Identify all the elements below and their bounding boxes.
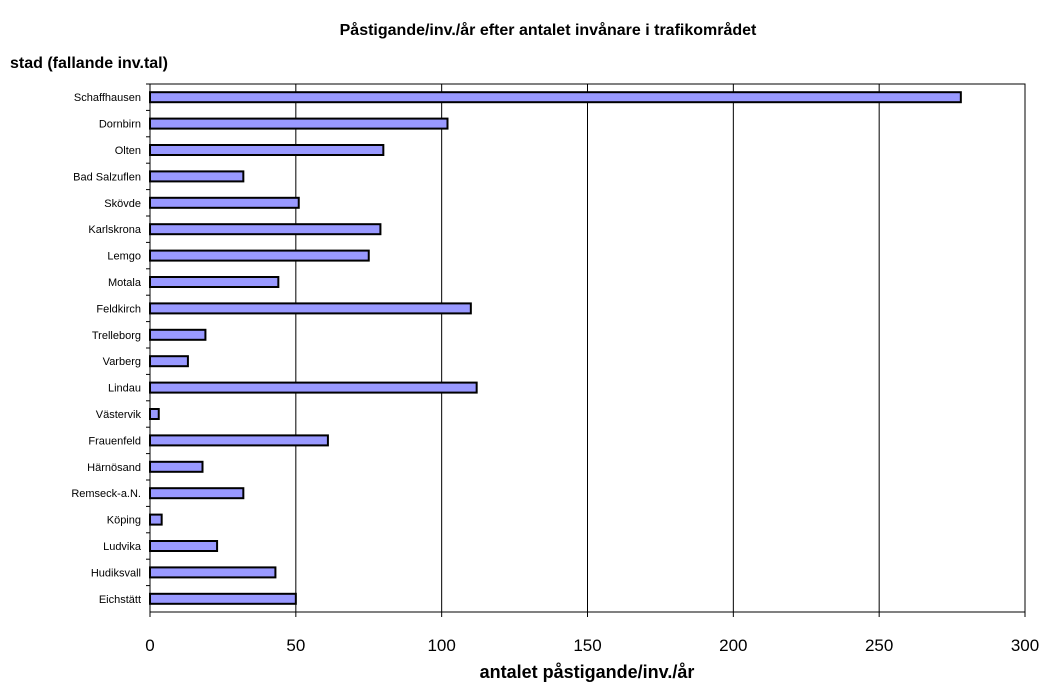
bar: [149, 513, 163, 526]
category-label: Motala: [108, 277, 142, 289]
bar: [149, 355, 189, 368]
category-label: Trelleborg: [92, 330, 141, 342]
category-label: Västervik: [96, 409, 142, 421]
bar: [149, 302, 472, 315]
category-labels: Schaffhausen Dornbirn Olten Bad Salzuflen Sk…: [71, 83, 150, 606]
bar: [149, 276, 280, 288]
category-label: Olten: [115, 145, 141, 157]
x-tick-label: 300: [1011, 636, 1039, 655]
bars: [149, 91, 962, 605]
bar: [149, 408, 160, 420]
bar: [149, 249, 370, 262]
bar: [149, 566, 277, 579]
bar: [149, 592, 297, 605]
bar: [149, 144, 385, 156]
bar: [149, 434, 329, 447]
category-label: Remseck-a.N.: [71, 488, 141, 500]
category-label: Feldkirch: [96, 303, 141, 315]
category-label: Frauenfeld: [88, 435, 141, 447]
bar: [149, 540, 219, 552]
bar: [149, 460, 204, 473]
category-label: Köping: [107, 515, 141, 527]
category-label: Lemgo: [107, 251, 141, 263]
category-label: Schaffhausen: [74, 92, 141, 104]
category-label: Varberg: [103, 356, 141, 368]
bar: [149, 196, 300, 209]
bar: [149, 487, 245, 500]
category-label: Ludvika: [103, 541, 142, 553]
category-label: Karlskrona: [88, 224, 141, 236]
category-label: Eichstätt: [99, 594, 141, 606]
y-axis-title: stad (fallande inv.tal): [10, 55, 168, 72]
category-label: Lindau: [108, 383, 141, 395]
x-axis-title: antalet påstigande/inv./år: [480, 662, 695, 682]
category-label: Härnösand: [87, 462, 141, 474]
x-tick-labels: 0 50 100 150 200 250 300: [145, 612, 1039, 655]
bar: [149, 223, 382, 236]
category-label: Dornbirn: [99, 119, 141, 131]
grid-lines: [295, 84, 880, 612]
chart-title: Påstigande/inv./år efter antalet invånar…: [340, 21, 757, 39]
bar: [149, 170, 245, 183]
x-tick-label: 50: [286, 636, 305, 655]
bar: [149, 117, 449, 130]
category-label: Skövde: [104, 198, 141, 210]
x-tick-label: 200: [719, 636, 747, 655]
bar: [149, 381, 478, 394]
bar: [149, 328, 207, 341]
x-tick-label: 0: [145, 636, 154, 655]
bar: [149, 91, 962, 104]
x-tick-label: 250: [865, 636, 893, 655]
x-tick-label: 100: [427, 636, 455, 655]
category-label: Hudiksvall: [91, 567, 141, 579]
x-tick-label: 150: [573, 636, 601, 655]
category-label: Bad Salzuflen: [73, 171, 141, 183]
